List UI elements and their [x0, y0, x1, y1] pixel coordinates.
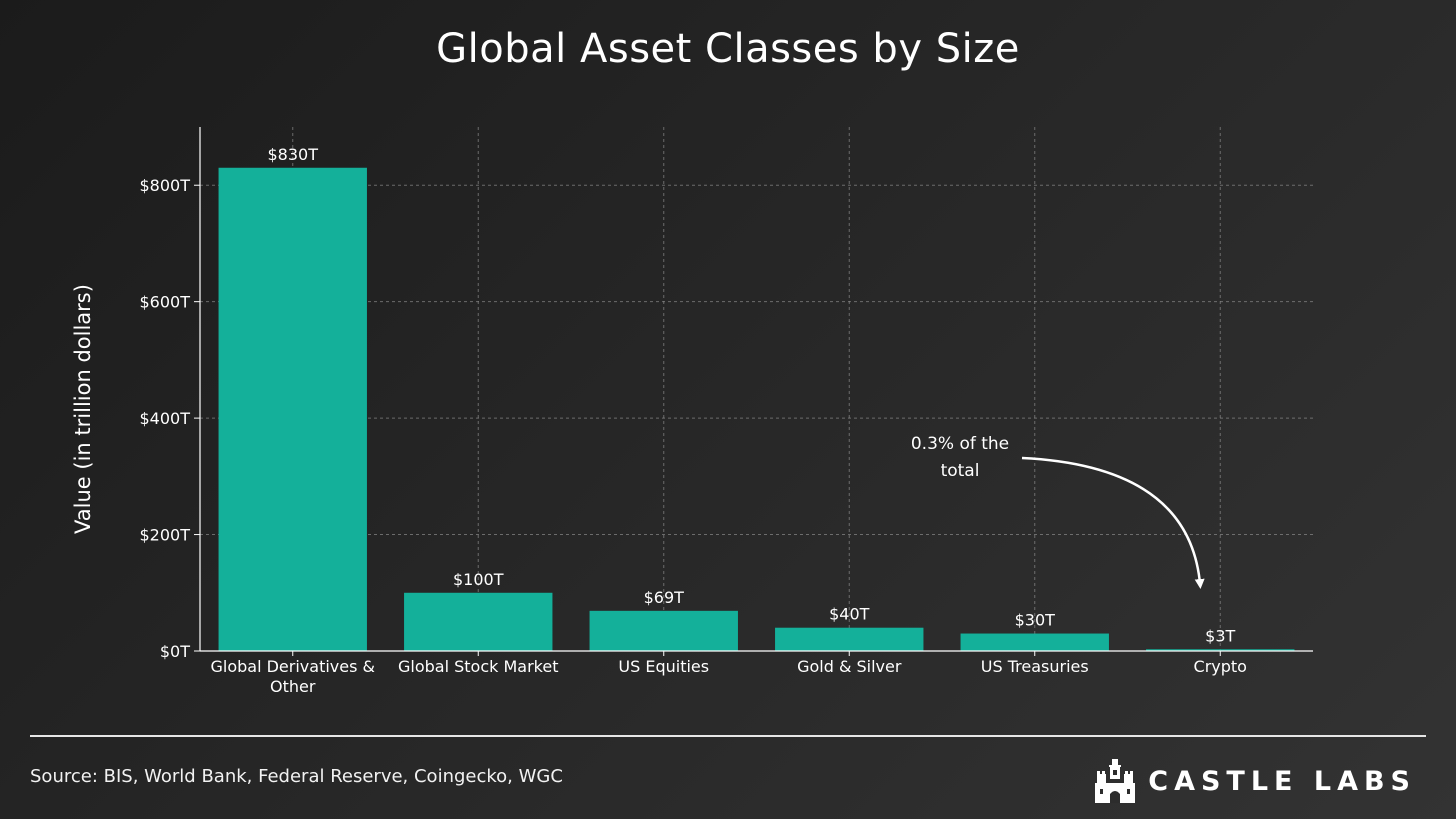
data-label: $69T: [644, 588, 685, 607]
bar: [960, 633, 1109, 651]
footer-divider: [30, 735, 1426, 737]
axes: [194, 127, 1313, 656]
annotation-arrow: [1021, 456, 1205, 589]
brand: CASTLE LABS: [1094, 758, 1416, 804]
source-text: Source: BIS, World Bank, Federal Reserve…: [30, 766, 563, 787]
y-tick-label: $800T: [140, 176, 191, 195]
brand-name: CASTLE LABS: [1148, 765, 1416, 797]
labels: $0T $200T $400T $600T $800T $830T Global Deriv…: [71, 145, 1247, 696]
data-label: $100T: [453, 570, 504, 589]
annotation: 0.3% of the total: [911, 434, 1205, 589]
y-tick-label: $600T: [140, 293, 191, 312]
bar-chart: $0T $200T $400T $600T $800T $830T Global Deriv…: [71, 127, 1313, 696]
y-tick-label: $200T: [140, 526, 191, 545]
data-label: $830T: [268, 145, 319, 164]
bar: [1146, 649, 1295, 651]
bar: [775, 627, 924, 651]
category-label: Gold & Silver: [797, 657, 902, 676]
chart-title: Global Asset Classes by Size: [436, 26, 1020, 72]
y-tick-label: $400T: [140, 409, 191, 428]
category-label: US Equities: [618, 657, 709, 676]
category-label: Global Derivatives &: [210, 657, 375, 676]
data-label: $3T: [1205, 626, 1235, 645]
annotation-text: 0.3% of the: [911, 434, 1009, 454]
annotation-text: total: [941, 461, 980, 481]
castle-icon: [1094, 759, 1136, 803]
y-axis-label: Value (in trillion dollars): [71, 284, 95, 534]
data-label: $30T: [1015, 611, 1056, 630]
category-label: Crypto: [1194, 657, 1247, 676]
category-label: Other: [270, 677, 316, 696]
bar: [404, 592, 553, 651]
data-label: $40T: [829, 605, 870, 624]
category-label: US Treasuries: [981, 657, 1089, 676]
category-label: Global Stock Market: [398, 657, 559, 676]
bar: [218, 167, 367, 651]
bars: [218, 167, 1295, 651]
bar: [589, 610, 738, 651]
y-tick-label: $0T: [160, 642, 190, 661]
